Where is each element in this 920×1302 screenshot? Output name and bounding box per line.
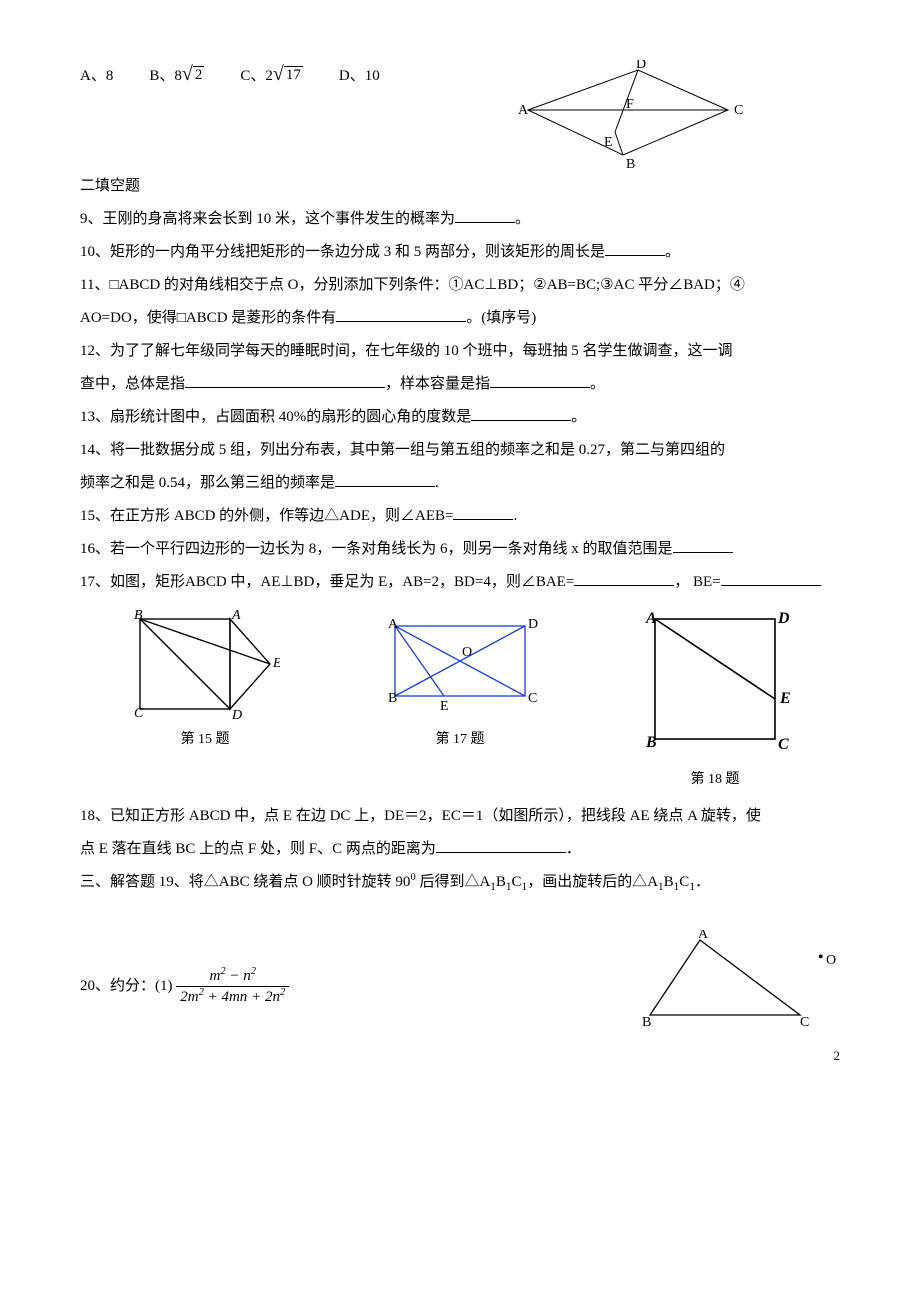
q15: 15、在正方形 ABCD 的外侧，作等边△ADE，则∠AEB=. (80, 500, 840, 533)
fraction: m2 − n2 2m2 + 4mn + 2n2 (176, 966, 289, 1006)
page-number: 2 (834, 1042, 841, 1071)
q16: 16、若一个平行四边形的一边长为 8，一条对角线长为 6，则另一条对角线 x 的… (80, 533, 840, 566)
svg-text:E: E (272, 656, 280, 671)
caption: 第 15 题 (181, 725, 230, 756)
triangle-diagram: A B C • O (640, 930, 840, 1043)
blank (721, 570, 821, 586)
sqrt-icon: √17 (273, 64, 303, 84)
svg-text:E: E (440, 699, 449, 714)
blank (673, 537, 733, 553)
svg-text:C: C (528, 691, 537, 706)
svg-text:B: B (645, 734, 657, 751)
q10: 10、矩形的一内角平分线把矩形的一条边分成 3 和 5 两部分，则该矩形的周长是… (80, 236, 840, 269)
blank (185, 372, 385, 388)
opt-val: 10 (365, 60, 380, 93)
opt-label: B、 (149, 60, 174, 93)
blank (471, 405, 571, 421)
svg-text:F: F (626, 97, 634, 112)
q20: 20、约分：(1) m2 − n2 2m2 + 4mn + 2n2 (80, 966, 289, 1006)
q13: 13、扇形统计图中，占圆面积 40%的扇形的圆心角的度数是。 (80, 401, 840, 434)
svg-text:A: A (518, 103, 529, 118)
svg-text:D: D (777, 610, 790, 627)
option-A: A、 8 (80, 60, 113, 93)
rhombus-diagram: A C D B F E (416, 60, 840, 170)
option-B: B、 8 √2 (149, 60, 204, 93)
option-C: C、 2 √17 (240, 60, 303, 93)
svg-text:C: C (800, 1015, 809, 1030)
svg-text:C: C (734, 103, 743, 118)
q14: 14、将一批数据分成 5 组，列出分布表，其中第一组与第五组的频率之和是 0.2… (80, 434, 840, 500)
svg-text:B: B (626, 157, 635, 170)
opt-prefix: 2 (265, 60, 273, 93)
svg-text:•: • (818, 949, 824, 966)
blank (605, 240, 665, 256)
q11: 11、□ABCD 的对角线相交于点 O，分别添加下列条件：①AC⊥BD；②AB=… (80, 269, 840, 335)
q20-row: 20、约分：(1) m2 − n2 2m2 + 4mn + 2n2 A B C … (80, 930, 840, 1043)
blank (336, 306, 466, 322)
svg-text:O: O (826, 953, 836, 968)
opt-label: C、 (240, 60, 265, 93)
svg-text:D: D (636, 60, 646, 72)
opt-label: A、 (80, 60, 106, 93)
svg-text:B: B (134, 609, 143, 623)
svg-text:A: A (698, 930, 709, 942)
sqrt-icon: √2 (182, 64, 204, 84)
opt-prefix: 8 (174, 60, 182, 93)
q18: 18、已知正方形 ABCD 中，点 E 在边 DC 上，DE＝2，EC＝1（如图… (80, 800, 840, 866)
svg-text:E: E (779, 690, 790, 707)
blank (453, 504, 513, 520)
opt-val: 8 (106, 60, 114, 93)
svg-text:B: B (388, 691, 397, 706)
caption: 第 18 题 (691, 765, 740, 796)
svg-text:D: D (528, 617, 538, 632)
figure-18: A D B C E 第 18 题 (640, 609, 790, 796)
blank (574, 570, 674, 586)
svg-text:B: B (642, 1015, 651, 1030)
q17: 17、如图，矩形ABCD 中，AE⊥BD，垂足为 E，AB=2，BD=4，则∠B… (80, 566, 840, 599)
opt-label: D、 (339, 60, 365, 93)
figure-17: A D B C O E 第 17 题 (380, 609, 540, 756)
q9: 9、王刚的身高将来会长到 10 米，这个事件发生的概率为。 (80, 203, 840, 236)
svg-text:D: D (231, 708, 242, 719)
svg-text:A: A (388, 617, 399, 632)
svg-text:O: O (462, 645, 472, 660)
blank (455, 207, 515, 223)
svg-text:A: A (231, 609, 241, 623)
figure-15: B A C D E 第 15 题 (130, 609, 280, 756)
options: A、 8 B、 8 √2 C、 2 √17 D、 10 (80, 60, 416, 93)
figure-row: B A C D E 第 15 题 A D B C O E 第 17 题 (80, 609, 840, 796)
section-title: 二填空题 (80, 170, 840, 203)
option-row: A、 8 B、 8 √2 C、 2 √17 D、 10 (80, 60, 840, 170)
blank (490, 372, 590, 388)
q12: 12、为了了解七年级同学每天的睡眠时间，在七年级的 10 个班中，每班抽 5 名… (80, 335, 840, 401)
svg-text:E: E (604, 135, 613, 150)
svg-text:C: C (778, 736, 789, 753)
section3: 三、解答题 19、将△ABC 绕着点 O 顺时针旋转 900 后得到△A1B1C… (80, 866, 840, 900)
blank (436, 837, 566, 853)
blank (335, 471, 435, 487)
svg-text:A: A (645, 610, 657, 627)
option-D: D、 10 (339, 60, 380, 93)
caption: 第 17 题 (436, 725, 485, 756)
svg-text:C: C (134, 706, 144, 719)
